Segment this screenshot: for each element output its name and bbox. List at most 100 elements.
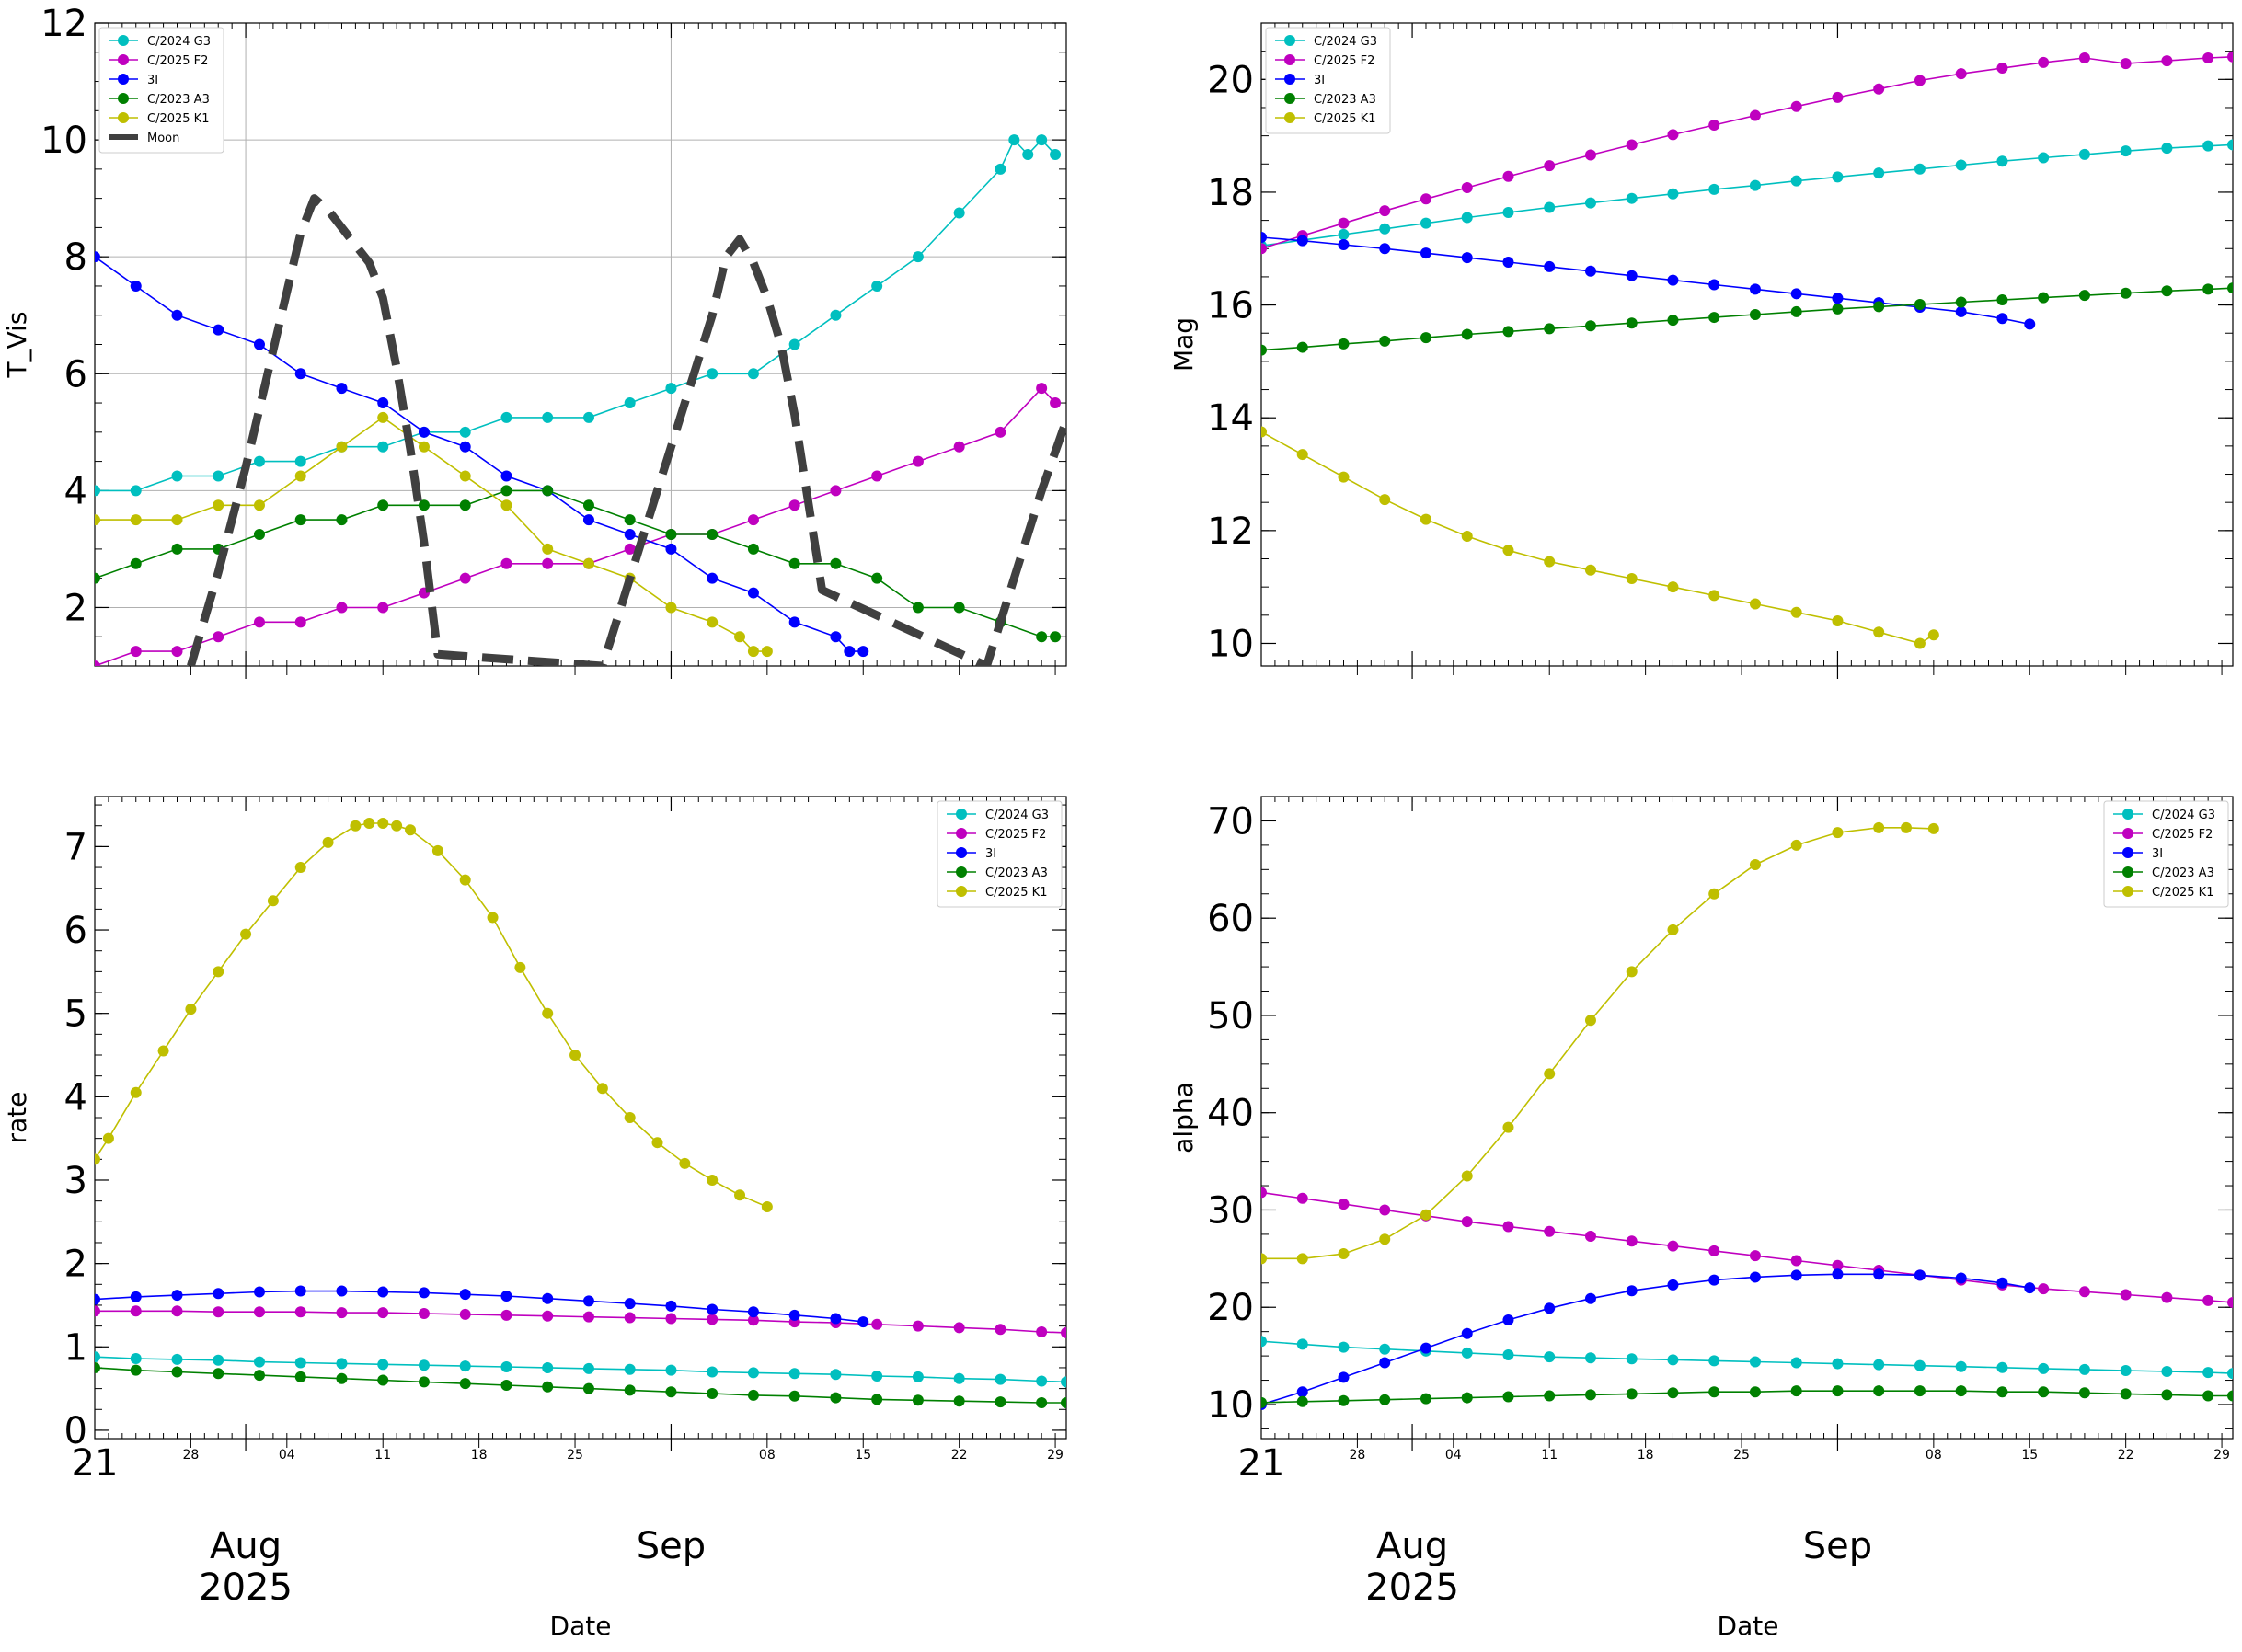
series-point [1461,182,1473,194]
series-point [1749,179,1761,191]
series-point [1832,293,1844,304]
series-point [1708,279,1720,291]
series-point [377,1359,389,1371]
x-month-label: Sep [1803,1525,1872,1567]
panel-frame [1260,796,2234,1440]
series-point [171,1305,183,1317]
legend-swatch-marker [1284,74,1295,85]
series-point [1873,626,1885,638]
series-point [871,280,883,292]
series-point [1502,1221,1514,1233]
series-point [253,499,265,511]
series-line [1261,430,1935,645]
series-point [1584,1389,1596,1401]
series-point [1544,1068,1556,1080]
series-line [1261,826,1934,1260]
series-point [747,587,759,599]
series-point [953,1322,965,1334]
series-point [514,961,526,973]
y-tick-label: 20 [1207,1287,1254,1329]
series-point [213,1288,224,1300]
series-point [788,557,800,569]
series-point [1996,63,2008,75]
series-point [253,529,265,541]
series-point [336,441,348,453]
series-point [2038,152,2050,164]
series-point [1338,1341,1350,1353]
series-point [1296,1386,1308,1398]
series-point [1420,217,1431,229]
series-point [734,631,746,643]
series-point [871,470,883,482]
legend-label: C/2025 F2 [985,828,1046,842]
series-point [1036,1397,1048,1409]
x-day-label: 18 [1638,1448,1654,1463]
y-tick-label: 6 [64,910,87,952]
x-year-label: 2025 [199,1566,293,1609]
series-line-moon [187,194,1066,666]
series-point [1955,296,1967,308]
y-tick-label: 6 [64,353,87,396]
series-point [1708,312,1720,324]
series-point [294,1357,306,1369]
series-point [213,631,224,643]
series-point [1544,260,1556,272]
series-point [1832,1268,1844,1280]
series-point [1708,1355,1720,1367]
series-point [830,1313,842,1325]
series-point [459,572,471,584]
series-point [1626,139,1638,151]
series-point [665,1364,677,1376]
x-day-label: 08 [1926,1448,1942,1463]
series-point [747,514,759,526]
series-point [1461,212,1473,224]
series-point [844,646,856,658]
series-point [459,1378,471,1390]
legend-swatch-marker [2122,828,2133,839]
series-point [2024,1282,2036,1294]
series-point [582,557,594,569]
legend-swatch-marker [956,828,967,839]
series-point [1461,1327,1473,1339]
series-point [213,499,224,511]
series-point [1708,119,1720,131]
series-point [418,1359,430,1371]
series-point [1379,494,1391,506]
legend-swatch-marker [956,886,967,897]
series-point [171,1353,183,1365]
series-point [336,1372,348,1384]
series-point [377,818,389,830]
series-point [213,1368,224,1380]
legend-label: 3I [985,847,996,861]
series-point [213,470,224,482]
series-point [130,514,142,526]
series-point [459,426,471,438]
series-point [1008,134,1020,146]
series-point [707,1174,719,1186]
series-point [1749,1250,1761,1262]
series-point [1544,556,1556,568]
series-point [624,1112,636,1123]
x-first-day-label: 21 [1238,1442,1285,1485]
y-tick-label: 10 [40,120,87,162]
series-point [418,426,430,438]
series-point [1667,1354,1679,1366]
series-point [995,1396,1006,1408]
series-point [912,1320,924,1332]
series-point [171,514,183,526]
series-point [1832,171,1844,183]
series-point [707,1366,719,1378]
series-point [2078,290,2090,302]
series-point [336,602,348,614]
series-point [1502,1121,1514,1133]
series-point [253,455,265,467]
series-point [418,1376,430,1388]
series-point [912,251,924,263]
legend-label: C/2025 F2 [1314,54,1374,68]
series-point [1626,317,1638,329]
series-point [431,844,443,856]
series-point [2202,1294,2214,1306]
series-point [2161,1366,2173,1378]
